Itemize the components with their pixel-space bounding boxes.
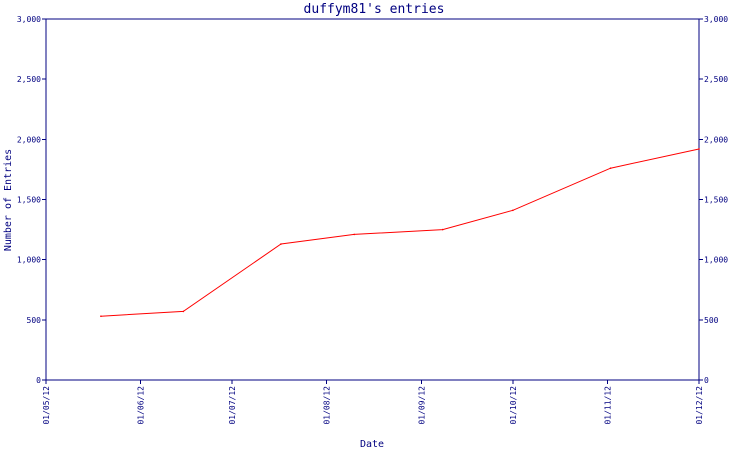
data-point: [609, 167, 612, 170]
plot-area: [100, 148, 700, 318]
y-tick-label-right: 2,500: [704, 75, 728, 84]
data-point: [182, 310, 185, 313]
y-tick-label-left: 2,500: [17, 75, 41, 84]
data-point: [698, 148, 700, 150]
x-tick-label: 01/10/12: [509, 386, 518, 425]
y-tick-label-left: 1,000: [17, 256, 41, 265]
x-tick-label: 01/05/12: [42, 386, 51, 425]
y-axis-label: Number of Entries: [3, 149, 14, 251]
y-tick-label-right: 1,500: [704, 196, 728, 205]
y-tick-label-left: 2,000: [17, 135, 41, 144]
y-tick-label-left: 0: [36, 376, 41, 385]
axes: [45, 18, 700, 381]
plot-frame: [45, 18, 700, 381]
series-line: [100, 148, 700, 317]
x-tick-label: 01/08/12: [323, 386, 332, 425]
y-tick-label-right: 2,000: [704, 135, 728, 144]
y-tick-label-left: 1,500: [17, 196, 41, 205]
y-tick-label-right: 500: [704, 316, 719, 325]
y-tick-label-right: 0: [704, 376, 709, 385]
x-tick-label: 01/11/12: [603, 386, 612, 425]
tick-marks: 0 0 500 500 1,000 1,000 1,500 1,500 2,000 2,000 2,…: [17, 15, 728, 425]
data-point: [512, 209, 514, 212]
y-tick-label-left: 3,000: [17, 15, 41, 24]
x-tick-label: 01/12/12: [695, 386, 704, 425]
data-point: [100, 315, 102, 318]
y-tick-label-right: 3,000: [704, 15, 728, 24]
data-point: [353, 233, 355, 236]
x-tick-label: 01/09/12: [417, 386, 426, 425]
x-tick-label: 01/07/12: [228, 386, 237, 425]
data-point: [441, 228, 444, 231]
y-tick-label-left: 500: [27, 316, 42, 325]
y-tick-label-right: 1,000: [704, 256, 728, 265]
chart-title: duffym81's entries: [304, 2, 445, 17]
x-axis-label: Date: [360, 439, 384, 450]
x-tick-label: 01/06/12: [137, 386, 146, 425]
data-point: [280, 243, 282, 245]
